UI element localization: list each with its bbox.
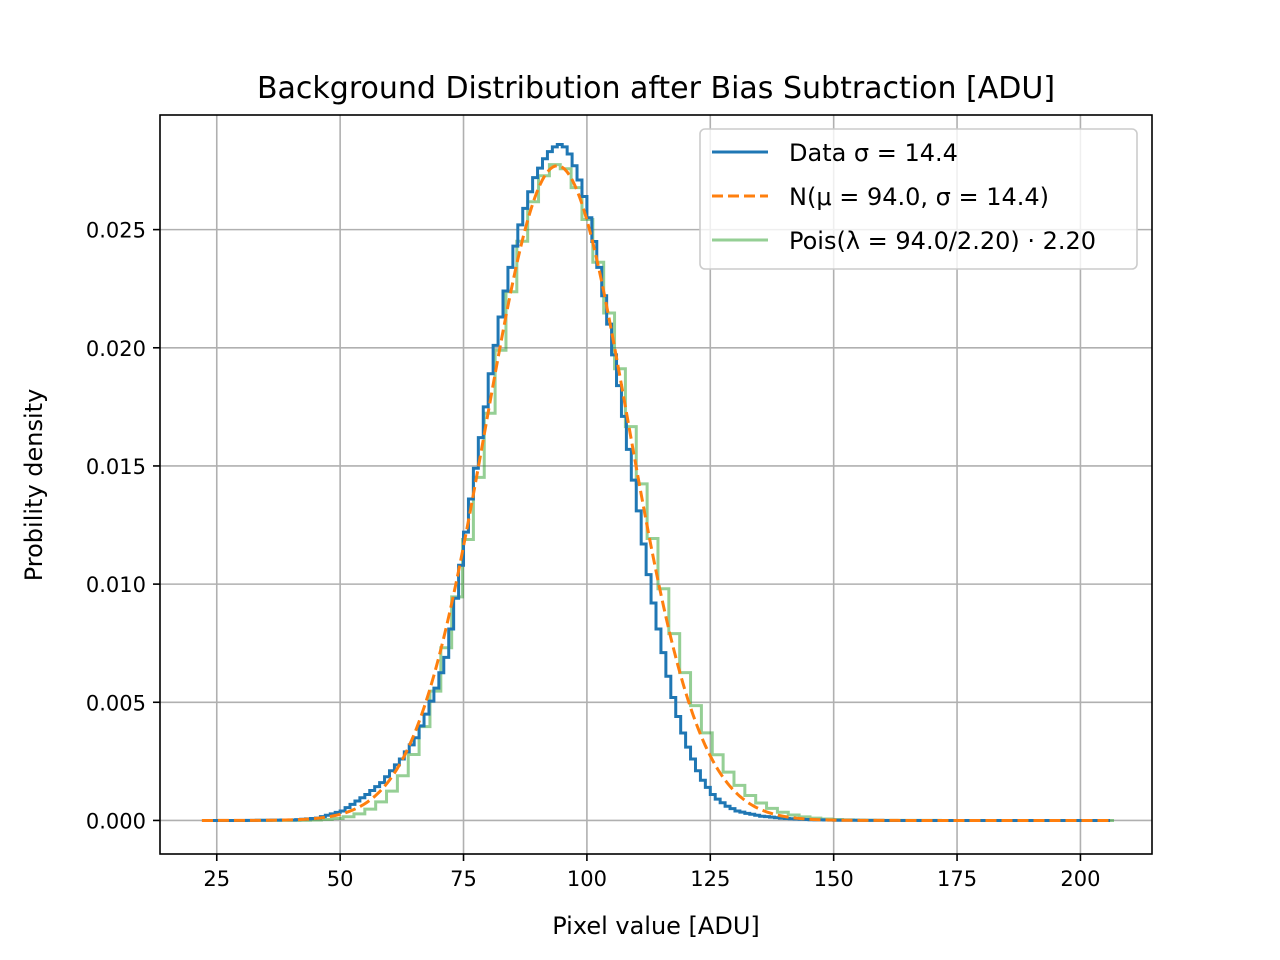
y-tick-label: 0.005 — [86, 691, 146, 715]
legend-label-data: Data σ = 14.4 — [789, 139, 958, 167]
x-axis-ticks: 25 50 75 100 125 150 175 200 — [203, 854, 1100, 891]
x-tick-label: 150 — [814, 867, 854, 891]
y-tick-label: 0.020 — [86, 337, 146, 361]
legend-label-poisson: Pois(λ = 94.0/2.20) · 2.20 — [789, 227, 1096, 255]
legend-label-normal: N(μ = 94.0, σ = 14.4) — [789, 183, 1049, 211]
y-axis-label: Probility density — [20, 389, 48, 582]
y-tick-label: 0.010 — [86, 573, 146, 597]
x-axis-label: Pixel value [ADU] — [552, 912, 760, 940]
x-tick-label: 100 — [567, 867, 607, 891]
x-tick-label: 50 — [327, 867, 354, 891]
legend: Data σ = 14.4 N(μ = 94.0, σ = 14.4) Pois… — [699, 128, 1138, 270]
series-layer — [201, 143, 1114, 822]
x-tick-label: 200 — [1060, 867, 1100, 891]
chart-title: Background Distribution after Bias Subtr… — [257, 71, 1055, 106]
y-tick-label: 0.000 — [86, 809, 146, 833]
x-tick-label: 75 — [450, 867, 477, 891]
x-tick-label: 175 — [937, 867, 977, 891]
normal-series — [201, 164, 1111, 822]
axes-frame — [159, 114, 1153, 855]
y-tick-label: 0.025 — [86, 219, 146, 243]
y-tick-label: 0.015 — [86, 455, 146, 479]
x-tick-label: 125 — [690, 867, 730, 891]
legend-box — [699, 128, 1138, 270]
x-tick-label: 25 — [203, 867, 230, 891]
y-axis-ticks: 0.000 0.005 0.010 0.015 0.020 0.025 — [86, 219, 160, 833]
